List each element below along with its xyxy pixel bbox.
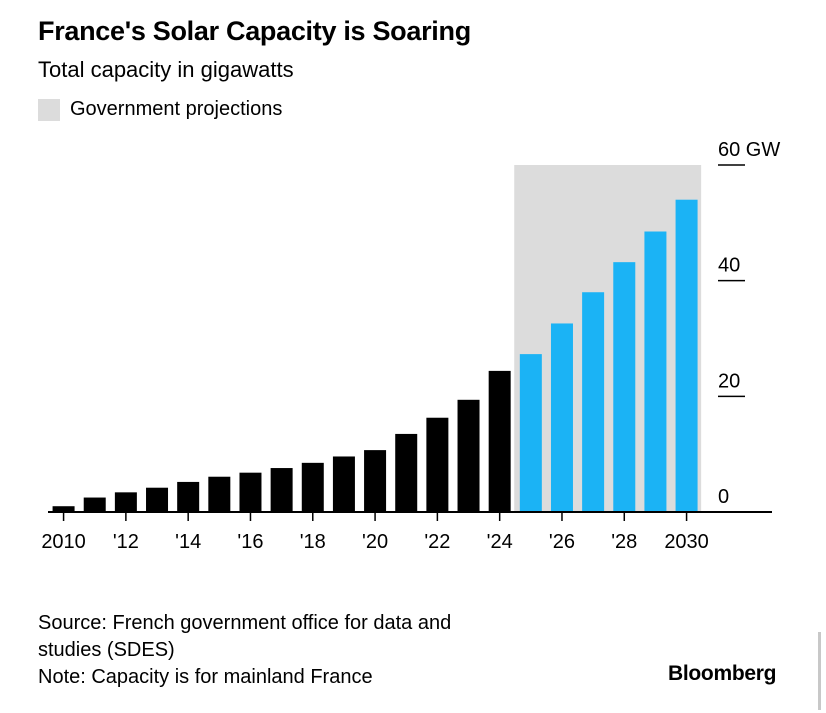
legend-label-projections: Government projections — [70, 98, 283, 120]
y-tick-label-40: 40 — [718, 255, 740, 277]
bar-2018 — [301, 462, 324, 512]
x-tick-label-2030: 2030 — [664, 531, 709, 553]
x-tick-label-2012: '12 — [113, 531, 139, 553]
bar-2014 — [177, 481, 200, 512]
bar-2026 — [550, 323, 573, 512]
legend: Government projections — [38, 98, 282, 121]
x-tick-label-2028: '28 — [611, 531, 637, 553]
legend-swatch-projections — [38, 98, 60, 121]
bar-2020 — [364, 450, 387, 512]
bar-2021 — [395, 433, 418, 512]
bar-2016 — [239, 472, 262, 512]
x-tick-label-2018: '18 — [300, 531, 326, 553]
bar-2028 — [613, 262, 636, 512]
x-tick-label-2024: '24 — [487, 531, 513, 553]
source-line-1: Source: French government office for dat… — [38, 612, 452, 634]
bloomberg-logo: Bloomberg — [668, 662, 777, 685]
bar-2013 — [146, 487, 169, 512]
y-tick-label-60: 60 GW — [718, 139, 780, 161]
x-tick-label-2026: '26 — [549, 531, 575, 553]
note-line: Note: Capacity is for mainland France — [38, 666, 373, 688]
chart-title: France's Solar Capacity is Soaring — [38, 16, 471, 46]
x-tick-label-2014: '14 — [175, 531, 201, 553]
bar-2023 — [457, 399, 480, 512]
bar-2030 — [675, 199, 698, 512]
bar-2025 — [519, 354, 542, 512]
bar-2012 — [114, 492, 137, 512]
edge-divider — [818, 632, 821, 710]
bar-2029 — [644, 231, 667, 512]
projection-band — [514, 165, 702, 512]
x-tick-label-2010: 2010 — [41, 531, 86, 553]
footer: Source: French government office for dat… — [38, 610, 451, 691]
x-tick-label-2020: '20 — [362, 531, 388, 553]
bar-2015 — [208, 476, 231, 512]
source-line-2: studies (SDES) — [38, 639, 175, 661]
bar-2019 — [332, 456, 355, 512]
bar-2027 — [582, 292, 605, 512]
bar-2010 — [52, 506, 75, 512]
chart-subtitle: Total capacity in gigawatts — [38, 57, 294, 82]
bar-2022 — [426, 417, 449, 512]
x-tick-label-2022: '22 — [424, 531, 450, 553]
bar-2011 — [83, 497, 106, 512]
bar-2017 — [270, 468, 293, 512]
y-tick-label-0: 0 — [718, 486, 729, 508]
x-tick-label-2016: '16 — [237, 531, 263, 553]
y-tick-label-20: 20 — [718, 370, 740, 392]
bar-2024 — [488, 370, 511, 512]
